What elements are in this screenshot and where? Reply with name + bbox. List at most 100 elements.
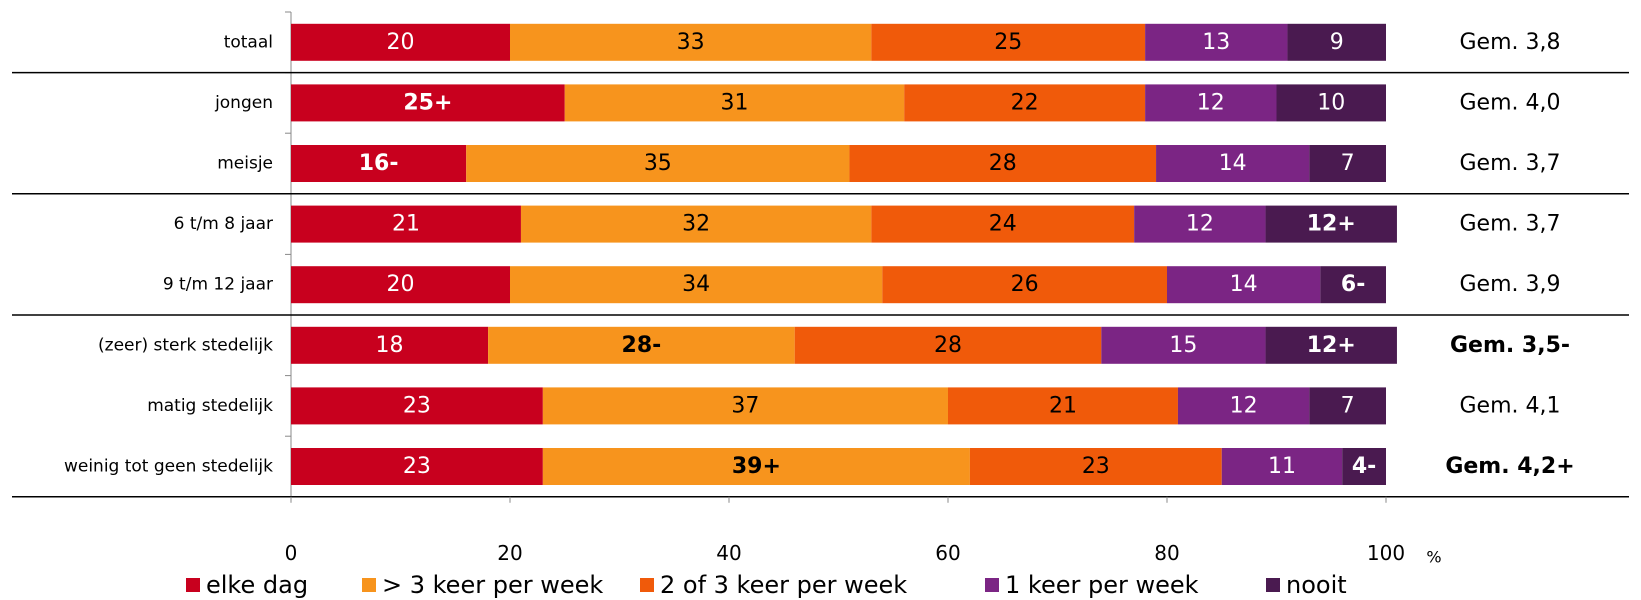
bar-segment <box>510 23 872 61</box>
bar-segment <box>466 145 850 182</box>
value-label: 20 <box>387 272 415 297</box>
category-label: totaal <box>224 32 273 52</box>
legend-swatch <box>186 578 200 592</box>
bar-segment <box>291 84 565 122</box>
bar-segment <box>1287 23 1386 61</box>
bar-segment <box>488 326 795 364</box>
value-label: 13 <box>1202 30 1230 55</box>
value-label: 21 <box>392 212 420 237</box>
legend-label: 1 keer per week <box>1005 571 1199 599</box>
x-tick-label: 20 <box>497 541 522 565</box>
x-tick-label: 80 <box>1154 541 1179 565</box>
value-label: 33 <box>677 30 705 55</box>
bar-segment <box>542 387 948 425</box>
bar-segment <box>1156 145 1310 182</box>
value-label: 12 <box>1230 393 1258 418</box>
category-label: 9 t/m 12 jaar <box>163 275 273 295</box>
value-label: 26 <box>1011 272 1039 297</box>
bar-segment <box>1101 326 1266 364</box>
bar-segment <box>1177 387 1310 425</box>
legend-swatch <box>640 578 654 592</box>
bar-segment <box>510 266 883 304</box>
value-label: 14 <box>1230 272 1258 297</box>
value-label: 7 <box>1341 151 1355 176</box>
bar-segment <box>291 23 510 61</box>
bar-segment <box>1309 145 1386 182</box>
bar-segment <box>1145 84 1277 122</box>
value-label: 23 <box>403 393 431 418</box>
value-label: 39+ <box>732 454 781 479</box>
value-label: 24 <box>989 212 1017 237</box>
bar-segment <box>1265 326 1397 364</box>
value-label: 20 <box>387 30 415 55</box>
value-label: 23 <box>403 454 431 479</box>
bar-segment <box>904 84 1146 122</box>
bar-segment <box>542 448 970 485</box>
value-label: 28- <box>622 333 662 358</box>
value-label: 25 <box>994 30 1022 55</box>
average-label: Gem. 3,5- <box>1450 333 1570 358</box>
average-label: Gem. 3,8 <box>1460 30 1561 55</box>
bar-segment <box>1342 448 1386 485</box>
legend-swatch <box>362 578 376 592</box>
bar-segment <box>1276 84 1386 122</box>
value-label: 31 <box>720 90 748 115</box>
bar-segment <box>1320 266 1386 304</box>
bar-segment <box>969 448 1222 485</box>
value-label: 12+ <box>1307 212 1356 237</box>
category-label: (zeer) sterk stedelijk <box>98 335 273 355</box>
legend-swatch <box>1266 578 1280 592</box>
value-label: 12 <box>1197 90 1225 115</box>
legend-label: > 3 keer per week <box>382 571 603 599</box>
category-label: meisje <box>217 154 273 174</box>
bar-segment <box>871 205 1135 243</box>
bar-segment <box>291 145 467 182</box>
bar-segment <box>849 145 1157 182</box>
average-label: Gem. 3,7 <box>1460 212 1561 237</box>
bar-segment <box>291 205 521 243</box>
bar-segment <box>948 387 1178 425</box>
category-label: jongen <box>214 93 273 113</box>
bar-segment <box>291 448 543 485</box>
average-label: Gem. 3,7 <box>1460 151 1561 176</box>
value-label: 6- <box>1341 272 1365 297</box>
value-label: 10 <box>1317 90 1345 115</box>
average-label: Gem. 3,9 <box>1460 272 1561 297</box>
value-label: 23 <box>1082 454 1110 479</box>
value-label: 12+ <box>1307 333 1356 358</box>
x-tick-label: 100 <box>1367 541 1405 565</box>
category-label: weinig tot geen stedelijk <box>64 457 273 477</box>
value-label: 28 <box>989 151 1017 176</box>
x-axis-label: % <box>1426 547 1441 566</box>
legend-label: 2 of 3 keer per week <box>660 571 907 599</box>
value-label: 14 <box>1219 151 1247 176</box>
category-label: matig stedelijk <box>147 396 273 416</box>
bar-segment <box>882 266 1167 304</box>
value-label: 18 <box>376 333 404 358</box>
bar-segment <box>794 326 1102 364</box>
bar-segment <box>1309 387 1386 425</box>
value-label: 35 <box>644 151 672 176</box>
value-label: 28 <box>934 333 962 358</box>
average-label: Gem. 4,0 <box>1460 90 1561 115</box>
value-label: 32 <box>682 212 710 237</box>
bar-segment <box>1134 205 1266 243</box>
average-label: Gem. 4,1 <box>1460 393 1561 418</box>
legend-label: nooit <box>1286 571 1347 599</box>
value-label: 15 <box>1169 333 1197 358</box>
value-label: 4- <box>1352 454 1376 479</box>
value-label: 22 <box>1011 90 1039 115</box>
legend-swatch <box>985 578 999 592</box>
bar-segment <box>1221 448 1343 485</box>
bar-segment <box>1145 23 1288 61</box>
x-tick-label: 0 <box>285 541 298 565</box>
value-label: 25+ <box>403 90 452 115</box>
bar-segment <box>1167 266 1321 304</box>
value-label: 16- <box>359 151 399 176</box>
bar-segment <box>291 326 489 364</box>
value-label: 21 <box>1049 393 1077 418</box>
value-label: 37 <box>731 393 759 418</box>
value-label: 7 <box>1341 393 1355 418</box>
bar-segment <box>1265 205 1397 243</box>
